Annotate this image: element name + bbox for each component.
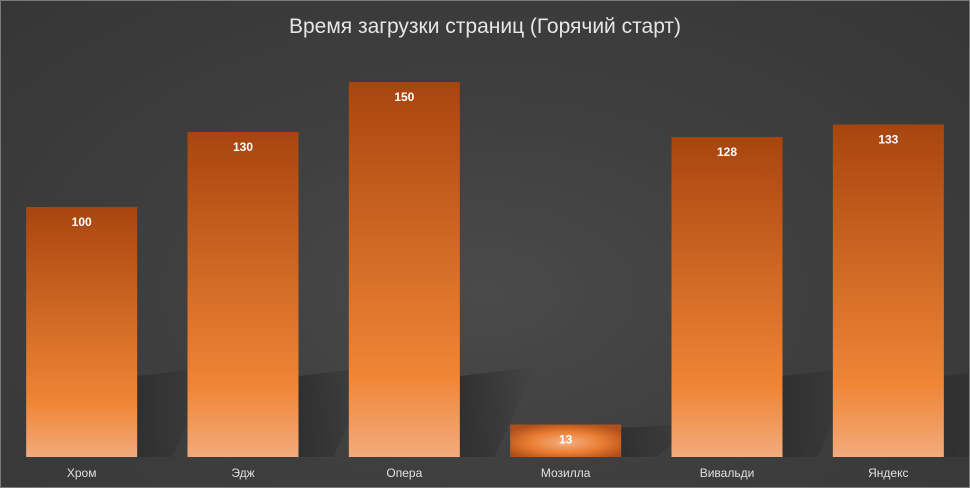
data-label: 100 <box>72 215 92 229</box>
x-tick-label: Мозилла <box>541 466 591 480</box>
data-label: 13 <box>559 433 573 447</box>
x-tick-label: Эдж <box>231 466 254 480</box>
bar-3 <box>510 424 622 457</box>
bar-4 <box>671 137 783 457</box>
x-tick-label: Вивальди <box>700 466 755 480</box>
data-labels: 100 130 150 13 128 133 <box>72 90 899 447</box>
x-tick-label: Хром <box>67 466 97 480</box>
data-label: 133 <box>878 133 898 147</box>
bar-shadow <box>459 367 535 457</box>
data-label: 150 <box>394 90 414 104</box>
bar-shadow <box>943 372 969 457</box>
bars <box>26 82 944 457</box>
bar-5 <box>832 124 944 457</box>
bar-2 <box>348 82 460 457</box>
x-tick-label: Яндекс <box>868 466 908 480</box>
data-label: 128 <box>717 145 737 159</box>
data-label: 130 <box>233 140 253 154</box>
bar-1 <box>187 132 299 457</box>
chart-title: Время загрузки страниц (Горячий старт) <box>288 15 682 38</box>
x-tick-label: Опера <box>386 466 422 480</box>
bar-0 <box>26 207 138 457</box>
x-axis-tick-labels: Хром Эдж Опера Мозилла Вивальди Яндекс <box>67 466 909 480</box>
